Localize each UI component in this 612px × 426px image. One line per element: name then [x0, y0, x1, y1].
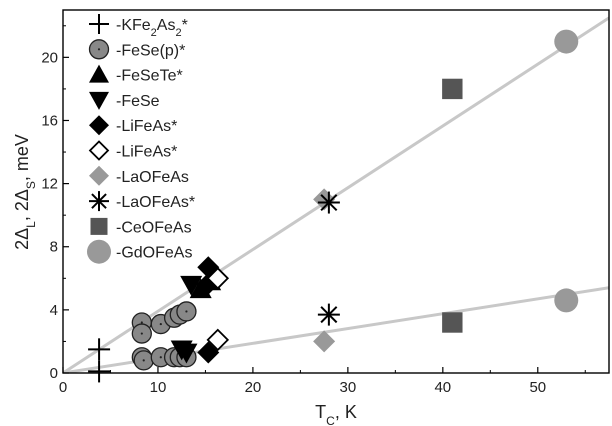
- point-6-2: [206, 328, 230, 352]
- point-2-2: [131, 323, 152, 344]
- point-9-1: [442, 78, 463, 100]
- y-tick-label-0: 0: [50, 365, 58, 382]
- legend-label-10: -GdOFeAs: [116, 245, 192, 262]
- point-4-1: [180, 275, 203, 296]
- y-tick-label-8: 8: [50, 239, 58, 256]
- point-1-2: [88, 360, 111, 383]
- legend-label-4: -FeSe: [116, 93, 160, 110]
- point-10-2: [554, 288, 579, 313]
- legend-marker-2: [88, 39, 110, 60]
- legend-marker-3: [89, 64, 109, 83]
- legend-label-5: -LiFeAs*: [116, 118, 177, 135]
- point-2-8: [133, 350, 154, 371]
- plot-frame: [62, 9, 610, 374]
- legend-label-3: -FeSeTe*: [116, 68, 183, 85]
- legend-label-9: -CeOFeAs: [116, 219, 192, 236]
- legend-label-8: -LaOFeAs*: [116, 194, 195, 211]
- point-10-1: [554, 29, 579, 54]
- y-tick-label-16: 16: [41, 112, 58, 129]
- axis-ticks: 0 10 20 30 40 50 0 4 8 12 16 20: [41, 25, 586, 396]
- x-tick-label-50: 50: [529, 379, 546, 396]
- legend-marker-5: [89, 115, 109, 136]
- legend-marker-6: [88, 140, 110, 161]
- point-1-1: [88, 338, 111, 361]
- y-tick-label-12: 12: [41, 176, 58, 193]
- point-2-6: [176, 301, 197, 322]
- data-points: [88, 29, 579, 383]
- x-tick-label-0: 0: [59, 379, 67, 396]
- x-tick-label-20: 20: [245, 379, 262, 396]
- legend-marker-1: [89, 14, 109, 34]
- y-axis-label: 2ΔL, 2ΔS, meV: [12, 134, 38, 250]
- y-tick-label-4: 4: [50, 302, 58, 319]
- x-tick-label-10: 10: [150, 379, 167, 396]
- legend-marker-10: [87, 239, 111, 264]
- legend-label-7: -LaOFeAs: [116, 169, 189, 186]
- y-tick-label-20: 20: [41, 49, 58, 66]
- x-axis-label: TC, K: [315, 402, 357, 426]
- point-7-2: [313, 330, 336, 353]
- legend-marker-7: [89, 165, 109, 186]
- legend-marker-4: [89, 91, 109, 110]
- point-8-1: [317, 191, 340, 214]
- x-tick-label-30: 30: [340, 379, 357, 396]
- point-6-1: [206, 267, 230, 290]
- point-8-2: [317, 303, 340, 326]
- x-tick-label-40: 40: [434, 379, 451, 396]
- legend-label-1: -KFe2As2*: [116, 17, 188, 39]
- point-4-3: [175, 343, 198, 364]
- legend-marker-9: [90, 217, 108, 235]
- legend-label-2: -FeSe(p)*: [116, 42, 185, 59]
- point-9-2: [442, 312, 463, 333]
- legend-label-6: -LiFeAs*: [116, 144, 177, 161]
- legend-marker-8: [89, 191, 109, 212]
- legend: -KFe2As2* -FeSe(p)* -FeSeTe* -FeSe -LiFeAs* -…: [87, 14, 195, 264]
